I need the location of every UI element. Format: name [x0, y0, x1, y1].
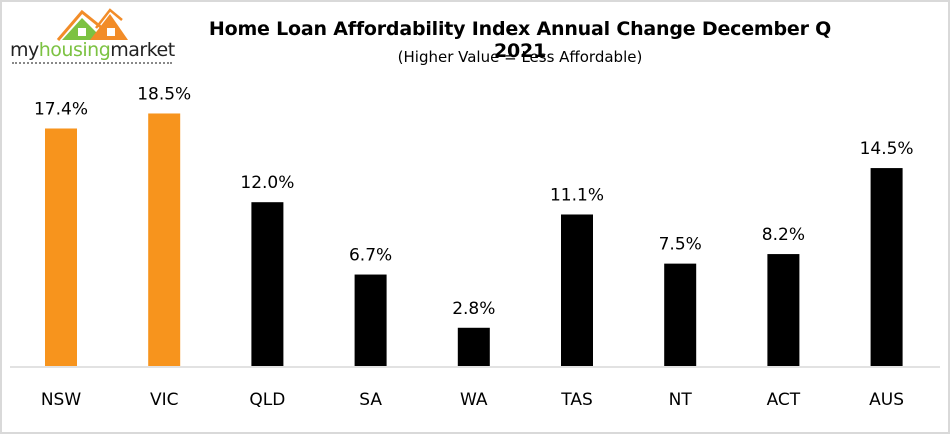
- data-label-sa: 6.7%: [349, 246, 392, 266]
- logo-text-my: my: [10, 39, 39, 61]
- x-tick-label-vic: VIC: [150, 390, 179, 410]
- bar-vic: [148, 113, 181, 366]
- x-tick-label-nt: NT: [669, 390, 693, 410]
- bar-act: [767, 254, 800, 366]
- data-label-vic: 18.5%: [137, 84, 191, 104]
- bar-sa: [354, 274, 387, 366]
- data-label-wa: 2.8%: [452, 299, 495, 319]
- bar-qld: [251, 202, 284, 366]
- x-tick-label-sa: SA: [359, 390, 382, 410]
- x-tick-label-act: ACT: [767, 390, 801, 410]
- logo-tagline: [12, 62, 172, 66]
- chart-subtitle: (Higher Value = Less Affordable): [397, 48, 643, 66]
- logo-text-housing: housing: [38, 39, 111, 61]
- x-tick-label-wa: WA: [460, 390, 488, 410]
- data-label-tas: 11.1%: [550, 185, 604, 205]
- logo-wordmark: myhousingmarket: [10, 39, 175, 61]
- logo-text-market: market: [110, 39, 175, 61]
- x-tick-label-tas: TAS: [560, 390, 593, 410]
- bar-aus: [870, 168, 903, 366]
- bar-tas: [561, 214, 593, 366]
- bar-nsw: [45, 128, 77, 366]
- bar-nt: [664, 263, 697, 366]
- x-tick-label-qld: QLD: [249, 390, 285, 410]
- bar-wa: [457, 327, 490, 366]
- chart-title: Home Loan Affordability Index Annual Cha…: [208, 18, 832, 62]
- data-label-nt: 7.5%: [659, 235, 702, 255]
- house-logo-icon: [56, 8, 128, 41]
- data-label-act: 8.2%: [762, 225, 805, 245]
- x-tick-label-nsw: NSW: [41, 390, 82, 410]
- data-label-aus: 14.5%: [860, 139, 914, 159]
- data-label-qld: 12.0%: [240, 173, 294, 193]
- myhousingmarket-logo: myhousingmarket: [10, 6, 185, 66]
- data-label-nsw: 17.4%: [34, 99, 88, 119]
- x-tick-label-aus: AUS: [869, 390, 904, 410]
